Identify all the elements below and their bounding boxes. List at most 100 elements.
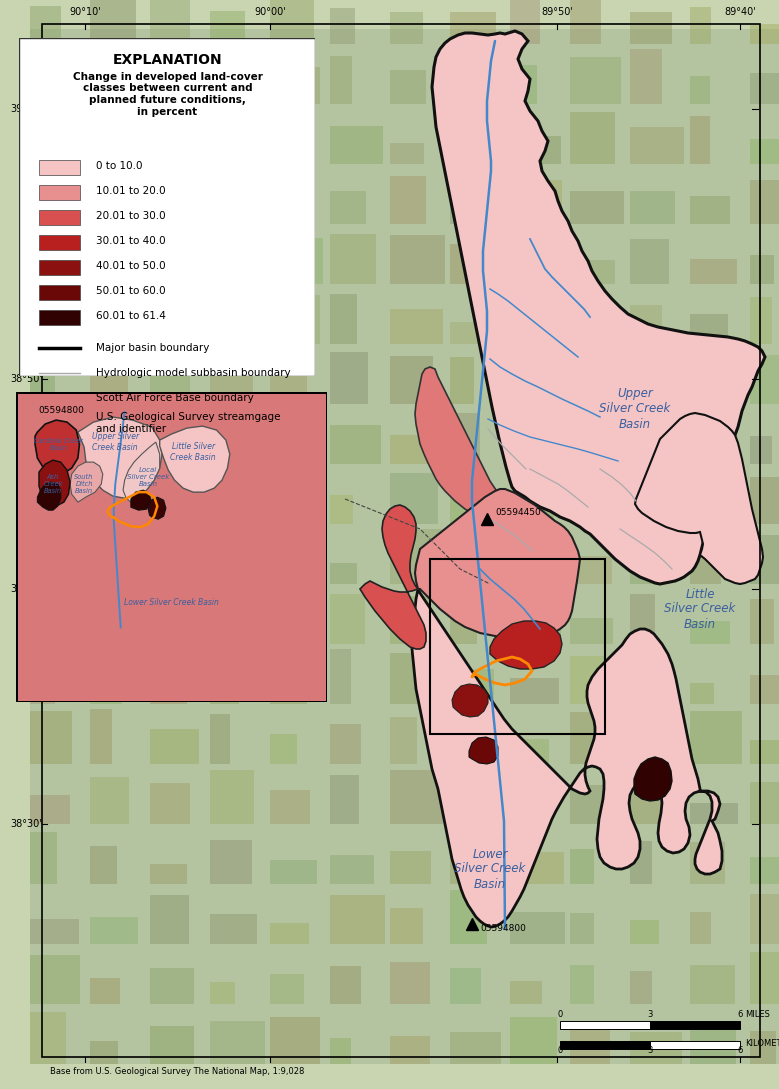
Bar [510, 180, 562, 224]
Bar [30, 1012, 66, 1064]
Bar [90, 613, 129, 644]
Bar [330, 294, 357, 344]
Bar [510, 420, 534, 464]
Bar [39, 260, 80, 274]
Bar [570, 426, 590, 464]
Bar [750, 741, 779, 764]
Bar [510, 852, 564, 884]
Bar [570, 849, 594, 884]
Bar [390, 356, 433, 404]
Polygon shape [160, 426, 230, 492]
Bar [430, 559, 605, 734]
Bar [330, 966, 361, 1004]
Text: Little Silver
Creek Basin: Little Silver Creek Basin [171, 442, 216, 462]
Bar [90, 374, 128, 404]
Bar [570, 481, 600, 524]
Bar [150, 968, 194, 1004]
Bar [90, 66, 116, 105]
Polygon shape [412, 589, 722, 927]
Text: 6: 6 [737, 1010, 742, 1019]
Text: 0: 0 [558, 1047, 562, 1055]
Text: 6: 6 [737, 1047, 742, 1055]
Bar [510, 562, 536, 584]
Bar [39, 210, 80, 224]
Bar [390, 12, 423, 44]
Text: Cardinal Creek
Basin: Cardinal Creek Basin [33, 438, 83, 451]
Bar [210, 615, 257, 644]
Bar [330, 234, 376, 284]
Bar [390, 653, 442, 703]
Bar [90, 917, 138, 944]
Bar [510, 911, 565, 944]
Bar [630, 594, 655, 644]
Polygon shape [360, 505, 426, 649]
Bar [630, 769, 676, 824]
Text: Major basin boundary: Major basin boundary [97, 343, 210, 353]
Bar [330, 352, 368, 404]
Bar [690, 7, 711, 44]
Text: Little
Silver Creek
Basin: Little Silver Creek Basin [664, 587, 735, 631]
Polygon shape [78, 417, 162, 498]
Bar [90, 1041, 118, 1064]
Bar [150, 895, 189, 944]
Bar [330, 126, 383, 164]
Bar [570, 556, 612, 584]
Bar [330, 425, 381, 464]
Bar [390, 70, 426, 105]
Bar [690, 259, 737, 284]
Bar [750, 139, 779, 164]
Bar [150, 663, 187, 703]
Bar [330, 563, 357, 584]
Bar [30, 711, 72, 764]
Bar [150, 864, 187, 884]
Text: 50.01 to 60.0: 50.01 to 60.0 [97, 286, 166, 296]
Text: Change in developed land-cover
classes between current and
planned future condit: Change in developed land-cover classes b… [72, 72, 263, 117]
Bar [630, 477, 679, 524]
Bar [750, 675, 779, 703]
Bar [750, 535, 779, 584]
Bar [390, 908, 423, 944]
Text: 3: 3 [647, 1010, 653, 1019]
Bar [750, 436, 772, 464]
Text: 20.01 to 30.0: 20.01 to 30.0 [97, 211, 166, 221]
Bar [150, 423, 196, 464]
Bar [510, 592, 561, 644]
Bar [270, 140, 293, 164]
Bar [690, 1030, 736, 1064]
Bar [570, 913, 594, 944]
Bar [390, 851, 431, 884]
Bar [750, 894, 779, 944]
Bar [330, 495, 353, 524]
Polygon shape [415, 367, 505, 515]
Bar [630, 238, 669, 284]
Bar [690, 76, 710, 105]
Polygon shape [37, 482, 61, 510]
Bar [450, 530, 472, 584]
Text: 38°40': 38°40' [10, 584, 42, 594]
Bar [30, 795, 70, 824]
Text: 90°00': 90°00' [254, 7, 286, 17]
Bar [450, 117, 505, 164]
Bar [450, 357, 474, 404]
Bar [750, 255, 774, 284]
Bar [690, 842, 725, 884]
Bar [450, 12, 496, 44]
Bar [570, 965, 594, 1004]
Bar [630, 1032, 682, 1064]
Bar [450, 84, 491, 105]
Bar [450, 723, 470, 764]
Bar [630, 971, 652, 1004]
Text: 0: 0 [558, 1010, 562, 1019]
Bar [30, 51, 68, 105]
Bar [270, 614, 321, 644]
Bar [630, 12, 672, 44]
Bar [450, 322, 503, 344]
Text: 60.01 to 61.4: 60.01 to 61.4 [97, 311, 166, 321]
Bar [630, 127, 684, 164]
Bar [330, 895, 385, 944]
Text: Ash
Creek
Basin: Ash Creek Basin [43, 474, 63, 494]
Text: Local
Silver Creek
Basin: Local Silver Creek Basin [127, 467, 169, 487]
Bar [210, 135, 251, 164]
Bar [630, 191, 675, 224]
Text: EXPLANATION: EXPLANATION [113, 53, 222, 68]
